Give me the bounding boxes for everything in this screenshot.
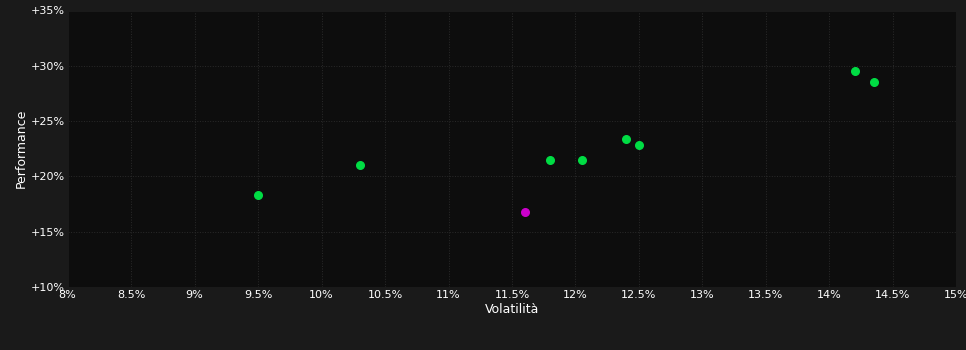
Point xyxy=(847,69,863,74)
Point xyxy=(352,162,367,168)
Y-axis label: Performance: Performance xyxy=(14,109,28,188)
Point xyxy=(618,136,634,142)
Point xyxy=(517,209,532,215)
Point xyxy=(574,157,589,163)
Point xyxy=(867,79,882,85)
Point xyxy=(250,193,266,198)
X-axis label: Volatilità: Volatilità xyxy=(485,302,539,316)
Point xyxy=(542,157,557,163)
Point xyxy=(631,143,646,148)
